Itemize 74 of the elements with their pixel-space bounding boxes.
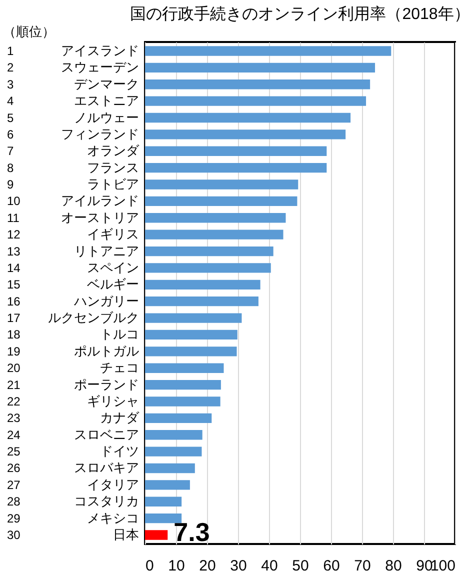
x-tick-label: 70 [354,558,371,574]
bar [145,530,168,540]
bar [145,146,327,156]
bar [145,496,182,506]
category-label: 13 リトアニア [7,243,139,258]
category-label: 8 フランス [7,160,139,175]
category-label: 21 ポーランド [7,376,139,392]
category-label: 23 カナダ [7,410,139,426]
x-tick-label: 10 [168,558,185,574]
category-label: 26 スロバキア [7,460,139,476]
category-label: 30 日本 [7,526,139,542]
category-label: 19 ポルトガル [7,343,139,358]
category-label: 27 イタリア [7,476,139,492]
category-label: 9 ラトビア [7,176,139,192]
bar [145,330,238,340]
bar [145,363,224,373]
bar [145,413,212,424]
bar [145,80,370,90]
x-tick-label: 100 [430,558,456,574]
category-label: 18 トルコ [7,326,139,342]
category-label: 7 オランダ [7,143,139,158]
category-label: 14 スペイン [7,260,139,275]
category-label: 28 コスタリカ [7,494,139,509]
category-label: 4 エストニア [7,93,139,108]
x-tick-label: 60 [323,558,340,574]
category-label: 15 ベルギー [7,276,139,292]
x-tick-label: 30 [230,558,247,574]
bar [145,112,351,123]
bar [145,296,258,306]
category-label: 22 ギリシャ [7,393,139,408]
bar [145,480,190,490]
bar [145,196,298,206]
x-tick-label: 40 [261,558,278,574]
bar [145,263,271,273]
category-label: 16 ハンガリー [7,293,139,308]
bar [145,46,392,56]
bar [145,396,220,406]
bar [145,162,327,173]
bar [145,280,260,290]
bar [145,313,242,323]
bar [145,346,237,356]
bar [145,446,202,456]
x-tick-label: 20 [199,558,216,574]
x-tick-label: 50 [292,558,309,574]
category-label: 2 スウェーデン [7,60,139,75]
category-label: 24 スロベニア [7,426,139,442]
bar [145,213,286,223]
data-label: 7.3 [174,516,210,547]
bar [145,246,274,256]
category-label: 29 メキシコ [7,510,139,526]
x-tick-label: 80 [385,558,402,574]
bar [145,380,221,390]
bar [145,463,195,474]
x-tick-label: 0 [146,558,154,574]
category-label: 1 アイスランド [7,43,139,58]
category-label: 3 デンマーク [7,76,139,92]
chart-title: 国の行政手続きのオンライン利用率（2018年） [130,5,466,23]
category-label: 20 チェコ [7,360,139,376]
category-label: 25 ドイツ [7,444,139,459]
x-tick-label: 90 [416,558,433,574]
text: （順位） [3,24,55,39]
bar [145,513,182,524]
bar [145,62,376,73]
category-label: 12 イギリス [7,226,139,242]
bar [145,130,346,140]
bar [145,230,284,240]
category-label: 11 オーストリア [7,210,139,225]
bar [145,430,202,440]
bar [145,180,298,190]
category-label: 17 ルクセンブルク [7,310,139,326]
bar [145,96,366,106]
category-label: 6 フィンランド [7,126,139,142]
category-label: 5 ノルウェー [7,110,139,125]
category-label: 10 アイルランド [7,193,139,208]
